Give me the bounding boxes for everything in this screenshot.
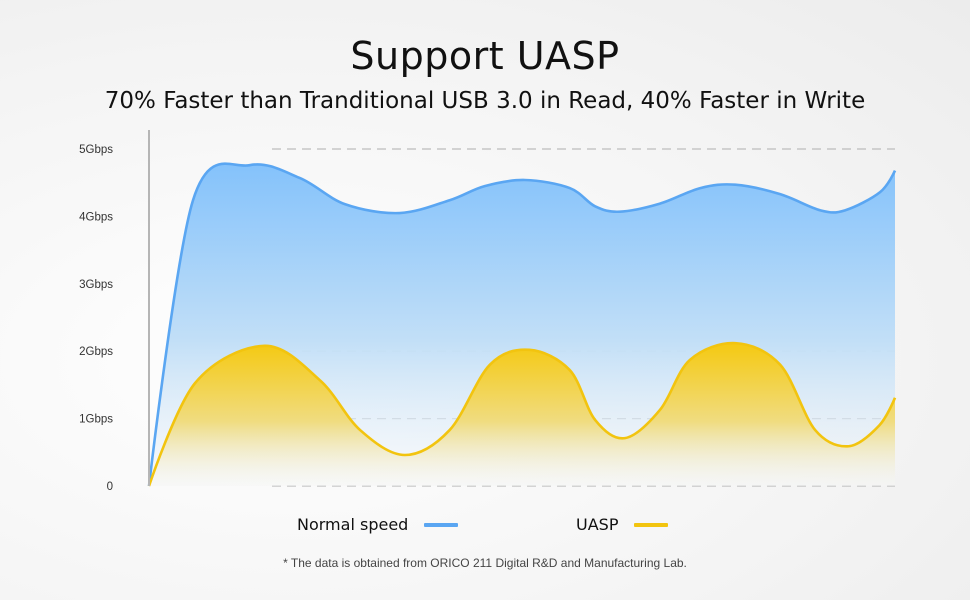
footnote: * The data is obtained from ORICO 211 Di… xyxy=(283,556,687,570)
y-tick-label: 1Gbps xyxy=(79,414,113,426)
series-line-normal-speed xyxy=(147,162,897,487)
legend-swatch-yellow xyxy=(634,522,669,527)
y-tick-label: 4Gbps xyxy=(79,211,113,223)
y-tick-label: 3Gbps xyxy=(79,279,113,291)
legend-label: Normal speed xyxy=(297,515,409,534)
series-area-uasp xyxy=(149,343,895,486)
y-tick-label: 5Gbps xyxy=(79,144,113,156)
legend-swatch-blue xyxy=(424,522,459,527)
series-line-uasp xyxy=(147,341,897,487)
page-subtitle: 70% Faster than Tranditional USB 3.0 in … xyxy=(104,88,866,114)
legend-label: UASP xyxy=(576,515,619,534)
y-tick-label: 2Gbps xyxy=(79,346,113,358)
legend-item-normal-speed: Normal speed xyxy=(297,515,459,534)
legend-item-uasp: UASP xyxy=(576,515,669,534)
page-title: Support UASP xyxy=(350,34,620,78)
y-tick-label: 0 xyxy=(107,481,113,493)
